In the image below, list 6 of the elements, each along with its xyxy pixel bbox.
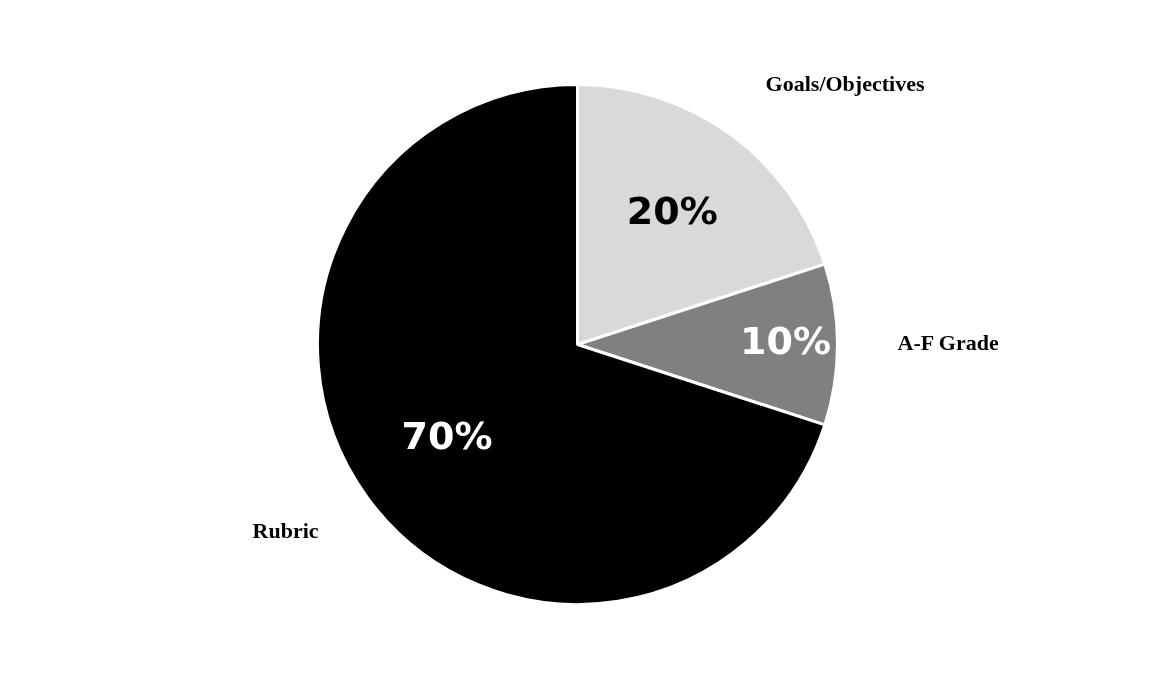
slice-label: A-F Grade [897, 330, 999, 356]
slice-label: Goals/Objectives [765, 71, 925, 97]
data-label: 70% [401, 414, 493, 459]
data-label: 10% [740, 319, 831, 364]
slice-label: Rubric [252, 518, 319, 544]
data-label: 20% [626, 188, 718, 233]
